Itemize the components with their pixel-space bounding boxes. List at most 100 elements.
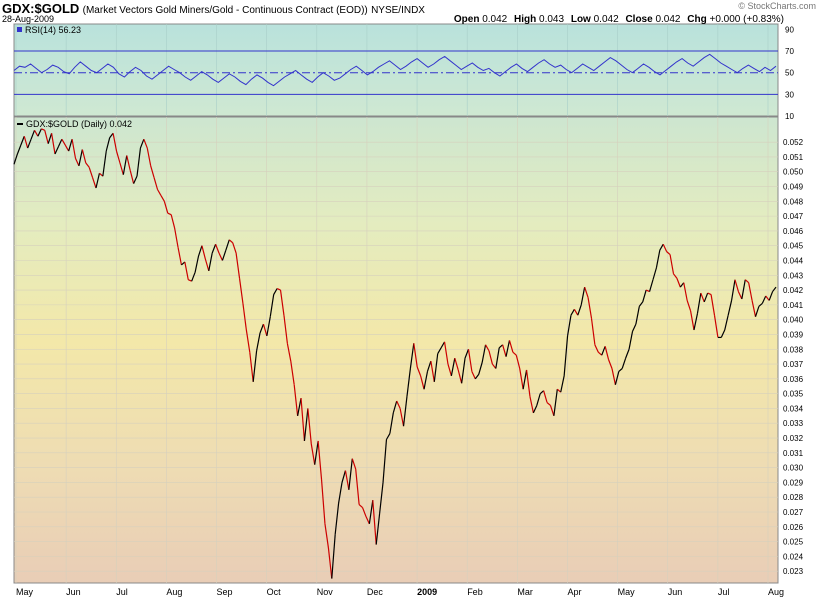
price-segment bbox=[594, 344, 599, 353]
x-tick-label: Mar bbox=[517, 587, 533, 597]
price-segment bbox=[707, 292, 712, 296]
price-segment bbox=[344, 470, 350, 490]
price-segment bbox=[457, 369, 463, 384]
price-segment bbox=[256, 332, 261, 351]
price-segment bbox=[584, 286, 589, 298]
price-segment bbox=[197, 245, 203, 257]
price-segment bbox=[515, 355, 521, 369]
price-tick-label: 0.030 bbox=[783, 464, 804, 473]
rsi-tick-label: 30 bbox=[785, 90, 794, 99]
price-segment bbox=[385, 433, 391, 440]
close-value: 0.042 bbox=[655, 14, 681, 25]
price-segment bbox=[290, 361, 295, 385]
price-segment bbox=[580, 287, 586, 305]
price-segment bbox=[382, 439, 388, 483]
price-segment bbox=[245, 329, 251, 353]
price-segment bbox=[471, 371, 476, 380]
price-segment bbox=[361, 507, 367, 517]
price-segment bbox=[474, 374, 480, 380]
price-segment bbox=[710, 294, 716, 316]
price-segment bbox=[748, 282, 753, 301]
chg-value: +0.000 (+0.83%) bbox=[709, 14, 785, 25]
price-tick-label: 0.043 bbox=[783, 271, 804, 280]
price-segment bbox=[92, 177, 97, 189]
price-segment bbox=[238, 278, 244, 304]
price-segment bbox=[543, 390, 548, 403]
x-tick-label: Jul bbox=[718, 587, 730, 597]
price-segment bbox=[532, 405, 538, 414]
price-segment bbox=[184, 261, 189, 280]
price-segment bbox=[454, 357, 459, 371]
price-segment bbox=[676, 278, 681, 288]
price-segment bbox=[648, 279, 654, 292]
price-segment bbox=[597, 351, 603, 356]
price-segment bbox=[673, 273, 678, 279]
price-segment bbox=[174, 227, 179, 248]
price-segment bbox=[136, 147, 142, 177]
price-segment bbox=[269, 294, 275, 317]
open-label: Open bbox=[453, 14, 480, 25]
rsi-gridlines bbox=[15, 24, 769, 116]
price-segment bbox=[741, 279, 746, 300]
price-segment bbox=[279, 290, 285, 316]
price-segment bbox=[78, 149, 83, 166]
price-segment bbox=[426, 360, 432, 372]
price-segment bbox=[64, 144, 70, 152]
symbol: GDX:$GOLD bbox=[2, 1, 80, 16]
price-segment bbox=[341, 470, 347, 483]
price-tick-label: 0.033 bbox=[783, 419, 804, 428]
price-segment bbox=[659, 243, 664, 251]
price-segment bbox=[420, 375, 425, 390]
price-segment bbox=[201, 245, 206, 260]
price-segment bbox=[498, 344, 504, 349]
price-segment bbox=[686, 300, 692, 311]
x-tick-label: Dec bbox=[367, 587, 384, 597]
price-segment bbox=[396, 400, 401, 409]
x-tick-label: Jun bbox=[668, 587, 683, 597]
price-segment bbox=[286, 343, 292, 362]
price-segment bbox=[20, 136, 25, 146]
price-segment bbox=[232, 242, 237, 254]
price-tick-label: 0.050 bbox=[783, 168, 804, 177]
rsi-reference-lines bbox=[14, 50, 778, 95]
price-segment bbox=[430, 360, 435, 382]
high-label: High bbox=[514, 14, 537, 25]
price-segment bbox=[327, 547, 333, 579]
price-segment bbox=[300, 398, 306, 442]
price-segment bbox=[666, 251, 671, 256]
price-segment bbox=[208, 252, 213, 271]
price-tick-label: 0.024 bbox=[783, 552, 804, 561]
chg-label: Chg bbox=[687, 14, 707, 25]
price-segment bbox=[638, 301, 644, 307]
price-segment bbox=[109, 132, 114, 139]
price-segment bbox=[37, 128, 42, 137]
price-segment bbox=[156, 189, 162, 196]
price-tick-label: 0.029 bbox=[783, 478, 804, 487]
price-segment bbox=[95, 173, 101, 189]
price-segment bbox=[310, 443, 316, 465]
price-segment bbox=[276, 288, 281, 291]
price-tick-label: 0.045 bbox=[783, 242, 804, 251]
price-segment bbox=[402, 396, 408, 427]
price-tick-label: 0.046 bbox=[783, 227, 804, 236]
price-segment bbox=[461, 358, 466, 384]
price-segment bbox=[423, 371, 429, 390]
price-tick-label: 0.027 bbox=[783, 508, 804, 517]
x-tick-label: May bbox=[16, 587, 34, 597]
open-value: 0.042 bbox=[482, 14, 508, 25]
price-segment bbox=[320, 479, 326, 524]
price-segment bbox=[392, 400, 398, 414]
price-segment bbox=[683, 282, 688, 301]
price-segment bbox=[409, 343, 415, 369]
price-segment bbox=[601, 346, 606, 356]
price-segment bbox=[23, 136, 29, 149]
price-segment bbox=[355, 469, 360, 505]
price-segment bbox=[160, 195, 165, 202]
price-segment bbox=[331, 534, 336, 579]
price-segment bbox=[85, 162, 90, 168]
price-segment bbox=[129, 170, 135, 184]
rsi-panel bbox=[13, 23, 779, 117]
price-tick-label: 0.034 bbox=[783, 404, 804, 413]
price-segment bbox=[700, 292, 705, 303]
price-segment bbox=[358, 504, 363, 509]
